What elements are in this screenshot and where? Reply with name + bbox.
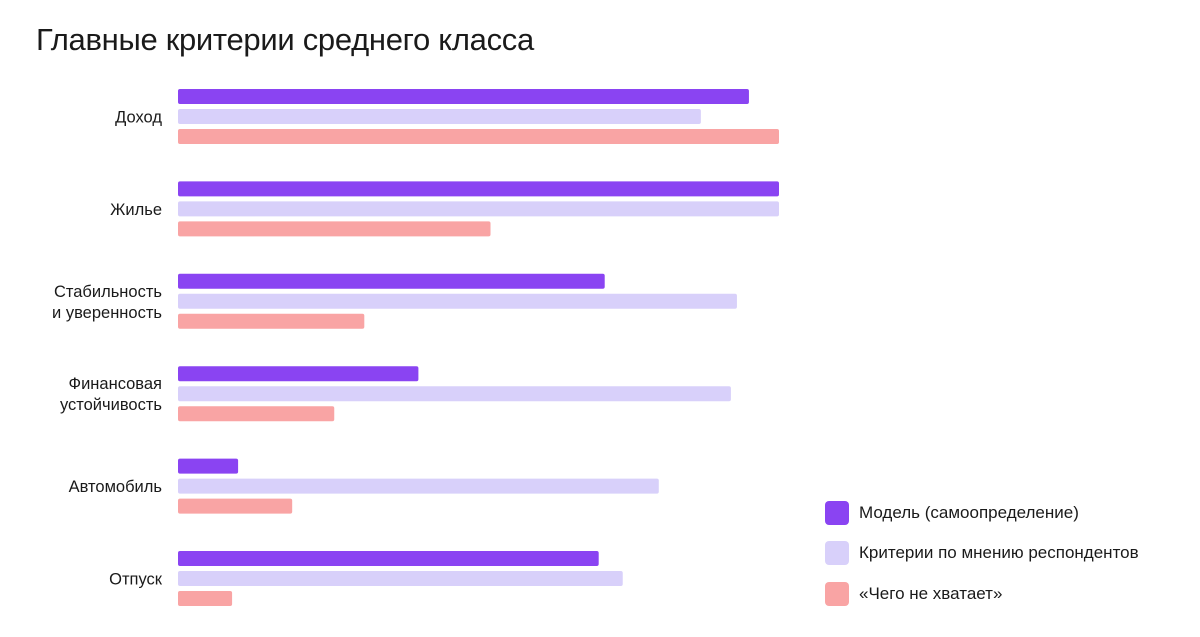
bar-model-category-3 (178, 273, 605, 289)
category-label-жилье: Жилье (110, 201, 162, 219)
legend-swatch-model (825, 501, 849, 525)
bar-criteria-category-3 (178, 293, 737, 309)
bar-lacking-category-1 (178, 129, 779, 144)
legend-label-model: Модель (самоопределение) (859, 503, 1079, 522)
bar-criteria-category-2 (178, 201, 779, 217)
category-label-автомобиль: Автомобиль (69, 478, 162, 496)
chart-title: Главные критерии среднего класса (36, 22, 534, 57)
legend-swatch-criteria (825, 541, 849, 565)
legend-item-lacking: «Чего не хватает» (825, 581, 1002, 607)
bar-criteria-category-1 (178, 109, 701, 124)
bar-lacking-category-6 (178, 591, 233, 606)
category-label-line: Стабильность (54, 283, 162, 301)
category-label-line: и уверенность (52, 304, 162, 322)
bar-lacking-category-5 (178, 498, 293, 514)
bar-model-category-5 (178, 458, 239, 474)
bar-lacking-category-4 (178, 406, 335, 422)
category-label-line: устойчивость (60, 396, 162, 414)
legend-label-lacking: «Чего не хватает» (859, 584, 1003, 603)
bar-model-category-6 (178, 551, 599, 566)
bar-criteria-category-5 (178, 478, 659, 494)
legend-item-model: Модель (самоопределение) (825, 500, 1079, 526)
bar-model-category-4 (178, 366, 419, 382)
legend-label-criteria: Критерии по мнению респондентов (859, 543, 1139, 562)
bar-criteria-category-6 (178, 571, 623, 586)
category-label-финансовая-устойчивость: Финансовая устойчивость (60, 375, 162, 414)
bar-model-category-2 (178, 181, 779, 197)
category-label-line: Автомобиль (69, 478, 162, 496)
bar-lacking-category-3 (178, 313, 365, 329)
legend-item-criteria: Критерии по мнению респондентов (825, 540, 1139, 566)
category-label-line: Финансовая (69, 375, 162, 393)
category-label-line: Отпуск (109, 571, 163, 589)
category-label-line: Доход (115, 109, 162, 127)
bar-criteria-category-4 (178, 386, 731, 402)
category-label-отпуск: Отпуск (109, 571, 163, 589)
category-label-line: Жилье (110, 201, 162, 219)
legend-swatch-lacking (825, 582, 849, 606)
bar-lacking-category-2 (178, 221, 491, 237)
category-label-доход: Доход (115, 109, 162, 127)
bar-model-category-1 (178, 89, 749, 104)
category-label-стабильность-и-уверенность: Стабильность и уверенность (52, 283, 162, 322)
